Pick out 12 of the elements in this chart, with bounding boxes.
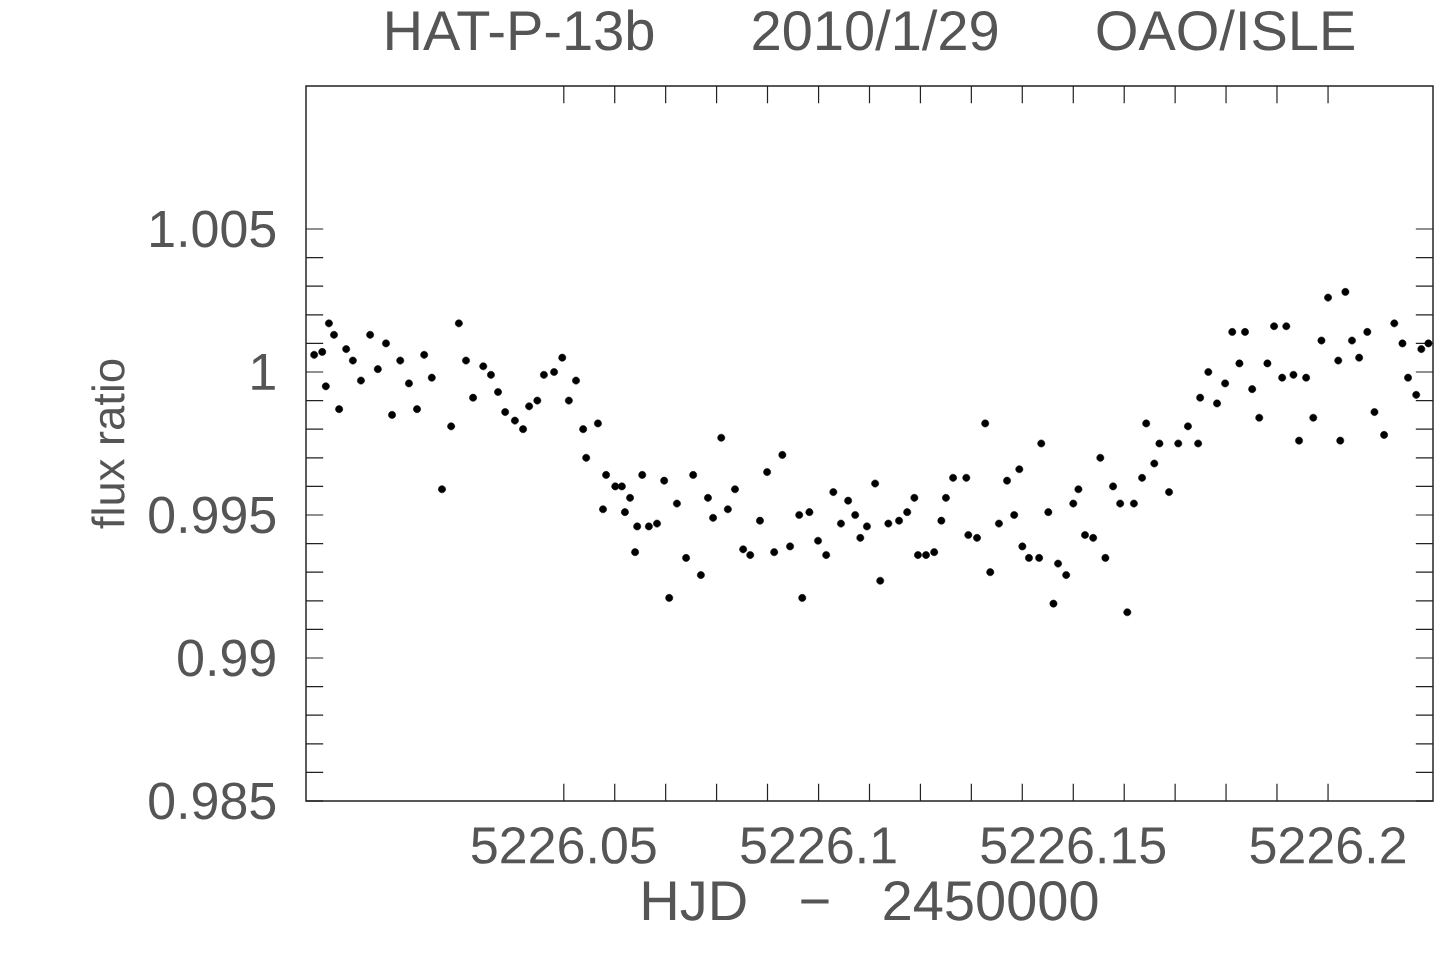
y-tick-label: 0.985 (149, 782, 276, 820)
x-tick-label: 5226.15 (981, 827, 1166, 864)
y-tick-label: 0.995 (149, 496, 276, 534)
x-axis-title: HJD − 2450000 (643, 881, 1098, 921)
y-axis-title: flux ratio (91, 359, 125, 529)
y-tick-label: 1.005 (151, 210, 276, 248)
x-tick-label: 5226.05 (471, 827, 656, 864)
x-tick-label: 5226.1 (741, 827, 896, 864)
chart-title: HAT-P-13b 2010/1/29 OAO/ISLE (387, 9, 1354, 51)
x-tick-label: 5226.2 (1250, 827, 1405, 864)
y-tick-label: 1 (252, 354, 275, 390)
y-tick-label: 0.99 (178, 639, 275, 677)
